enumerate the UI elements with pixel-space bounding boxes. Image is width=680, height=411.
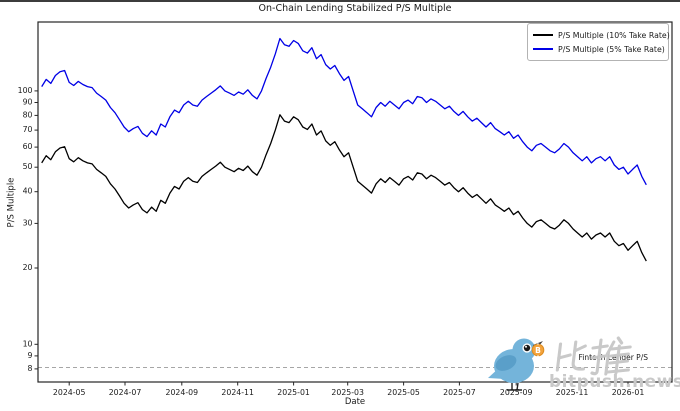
chart-title: On-Chain Lending Stabilized P/S Multiple xyxy=(258,3,452,14)
y-tick-label: 60 xyxy=(23,142,33,151)
x-tick-label: 2025-01 xyxy=(277,388,310,397)
y-tick-label: 50 xyxy=(23,162,33,171)
legend-line-swatch xyxy=(533,34,553,36)
brand-domain-watermark: bitpush.news xyxy=(549,372,680,392)
y-tick-label: 70 xyxy=(23,125,33,134)
series-line-ps-10pct xyxy=(41,114,647,262)
y-tick-label: 40 xyxy=(23,187,33,196)
x-tick-label: 2025-05 xyxy=(387,388,420,397)
y-tick-label: 30 xyxy=(23,218,33,227)
legend-item-label: P/S Multiple (10% Take Rate) xyxy=(558,30,670,40)
reference-line-label: Fintech Lender P/S xyxy=(578,353,649,362)
x-axis-label: Date xyxy=(344,397,366,407)
y-tick-label: 9 xyxy=(28,351,33,360)
y-tick-label: 20 xyxy=(23,263,33,272)
y-tick-label: 90 xyxy=(23,98,33,107)
legend-item: P/S Multiple (5% Take Rate) xyxy=(533,42,665,56)
bitcoin-coin-icon: B xyxy=(531,343,545,357)
x-tick-label: 2024-07 xyxy=(109,388,142,397)
x-tick-label: 2024-09 xyxy=(166,388,199,397)
twitter-bird-icon xyxy=(488,338,543,391)
window-top-border xyxy=(0,0,680,2)
x-tick-label: 2025-09 xyxy=(500,388,533,397)
series-line-ps-5pct xyxy=(41,37,647,186)
x-tick-label: 2026-01 xyxy=(612,388,645,397)
x-tick-label: 2024-05 xyxy=(53,388,86,397)
legend-item: P/S Multiple (10% Take Rate) xyxy=(533,28,670,42)
brand-cjk-watermark xyxy=(555,336,632,376)
y-tick-label: 80 xyxy=(23,110,33,119)
bird-eye xyxy=(523,344,531,352)
x-tick-label: 2024-11 xyxy=(221,388,254,397)
legend-line-swatch xyxy=(533,48,553,50)
legend: P/S Multiple (10% Take Rate) P/S Multiple… xyxy=(527,23,670,61)
plot-border xyxy=(37,21,673,383)
y-tick-label: 100 xyxy=(18,86,33,95)
svg-text:B: B xyxy=(535,346,541,355)
x-tick-label: 2025-11 xyxy=(556,388,589,397)
y-tick-label: 8 xyxy=(28,364,33,373)
x-tick-label: 2025-03 xyxy=(331,388,364,397)
y-tick-label: 10 xyxy=(23,339,33,348)
x-tick-label: 2025-07 xyxy=(443,388,476,397)
legend-item-label: P/S Multiple (5% Take Rate) xyxy=(558,44,665,54)
